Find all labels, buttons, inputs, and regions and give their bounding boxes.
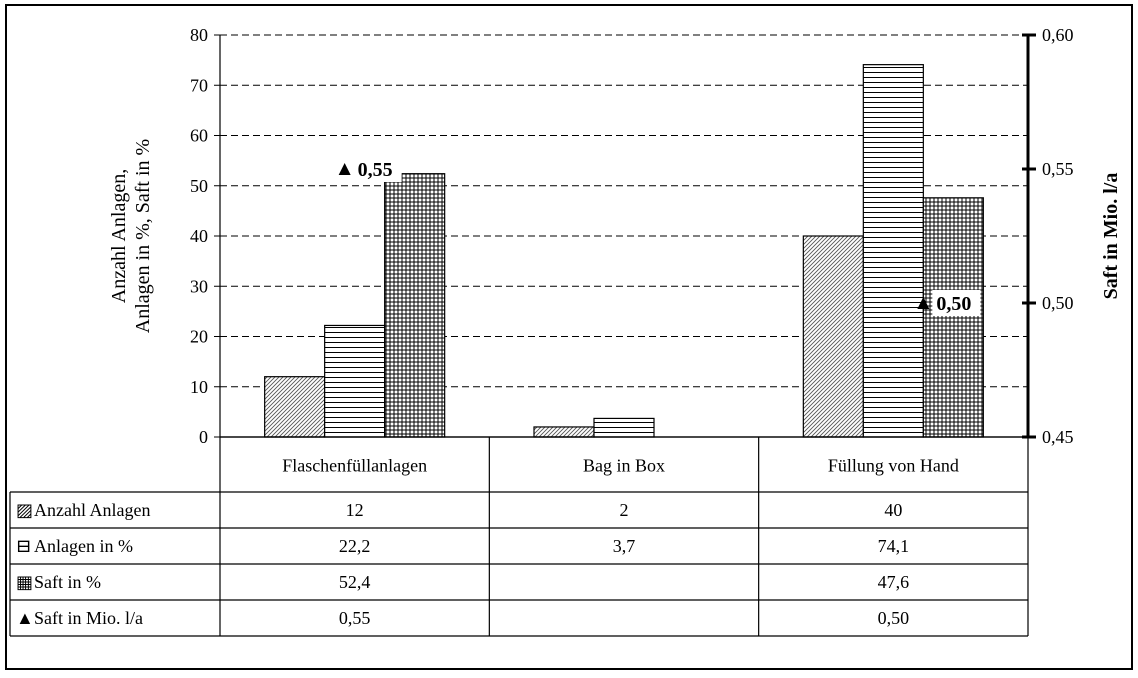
triangle-marker [338,163,351,175]
data-table: Flaschenfüllanlagen Bag in Box Füllung von… [9,436,1029,637]
y-axis-title-line2: Anlagen in %, Saft in % [132,139,154,333]
bar [922,197,984,438]
y-tick-label: 80 [190,25,208,45]
table-cell: 52,4 [339,572,371,592]
y-tick-label: 0 [199,427,208,447]
marker-label: 0,50 [936,293,971,315]
table-cell: 74,1 [878,536,910,556]
category-label: Bag in Box [583,456,665,476]
legend-symbol: ▨ [16,500,33,520]
row-label: Saft in Mio. l/a [34,608,143,628]
triangle-marker [917,297,930,309]
y-tick-label: 30 [190,276,208,296]
marker-label-bg [932,290,981,316]
y2-axis-title: Saft in Mio. l/a [1100,173,1122,300]
y2-tick-label: 0,50 [1042,293,1074,313]
bar [802,235,864,438]
table-cell: 3,7 [613,536,636,556]
table-cell: 47,6 [878,572,910,592]
marker-label-bg [353,156,402,182]
y-tick-label: 70 [190,75,208,95]
chart-frame [5,4,1133,670]
bar [264,376,326,438]
table-cell: 2 [620,500,629,520]
bar [533,426,595,438]
bar [384,173,446,438]
table-cell: 12 [346,500,364,520]
bar [593,417,655,438]
y2-tick-label: 0,60 [1042,25,1074,45]
legend-symbol: ▲ [16,608,34,628]
y-tick-label: 20 [190,327,208,347]
legend-symbol: ▦ [16,572,33,592]
row-label: Anzahl Anlagen [34,500,150,520]
row-label: Anlagen in % [34,536,133,556]
bar [324,324,386,438]
y-axis-title-line1: Anzahl Anlagen, [108,169,130,303]
marker-label: 0,55 [358,159,393,181]
table-cell: 22,2 [339,536,371,556]
category-label: Flaschenfüllanlagen [282,456,427,476]
table-cell: 40 [884,500,902,520]
table-cell: 0,55 [339,608,371,628]
bar [862,64,924,438]
table-cell: 0,50 [878,608,910,628]
bar-series [264,64,984,438]
y-tick-label: 60 [190,126,208,146]
y-tick-label: 40 [190,226,208,246]
category-label: Füllung von Hand [828,456,959,476]
y-tick-label: 50 [190,176,208,196]
row-label: Saft in % [34,572,101,592]
y2-tick-label: 0,45 [1042,427,1074,447]
y-tick-label: 10 [190,377,208,397]
legend-symbol: ⊟ [16,536,31,556]
marker-series: 0,55 0,50 [338,156,981,316]
y2-tick-label: 0,55 [1042,159,1074,179]
tick-labels: 0 10 20 30 40 50 60 70 80 0,45 0,50 0,55 0,60 [190,25,1074,447]
